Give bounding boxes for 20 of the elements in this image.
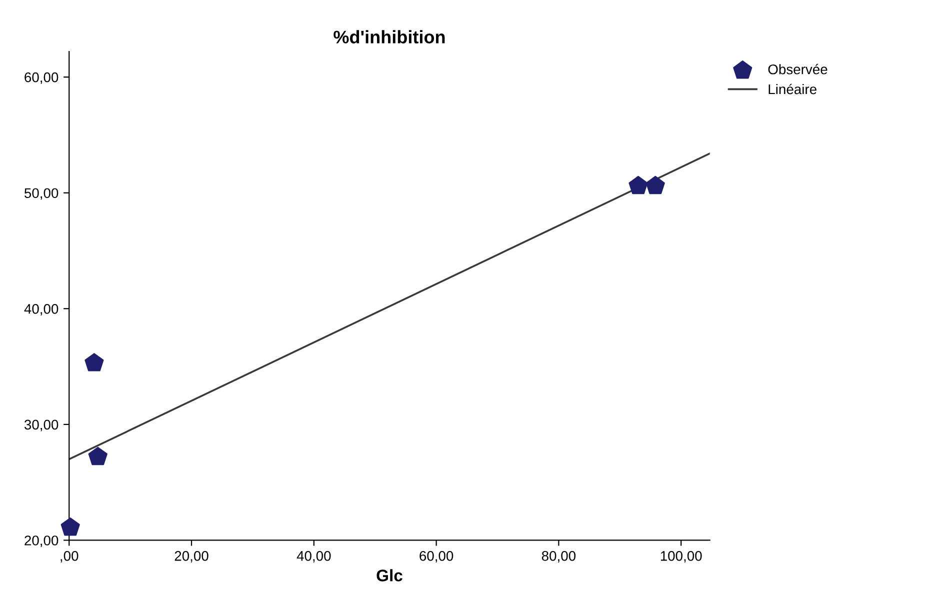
- y-tick-label: 50,00: [24, 188, 58, 200]
- x-tick-label: 60,00: [420, 551, 454, 562]
- x-tick-label: ,00: [60, 551, 78, 562]
- x-tick-label: 20,00: [174, 551, 208, 562]
- point: [646, 176, 665, 194]
- point: [628, 176, 648, 194]
- y-tick-label: 60,00: [24, 72, 58, 84]
- legend-label: Observée: [768, 64, 828, 74]
- point: [84, 353, 104, 372]
- x-tick-label: 40,00: [296, 551, 331, 562]
- y-tick-label: 40,00: [24, 304, 58, 316]
- chart-title: %d'inhibition: [334, 30, 445, 44]
- y-tick-label: 20,00: [24, 536, 58, 548]
- point: [60, 517, 80, 536]
- legend-label: Linéaire: [768, 84, 816, 94]
- x-tick-label: 100,00: [660, 551, 702, 562]
- point: [88, 446, 108, 466]
- x-tick-label: 80,00: [542, 551, 576, 562]
- y-tick-label: 30,00: [24, 420, 58, 432]
- x-axis-title: Glc: [376, 569, 402, 582]
